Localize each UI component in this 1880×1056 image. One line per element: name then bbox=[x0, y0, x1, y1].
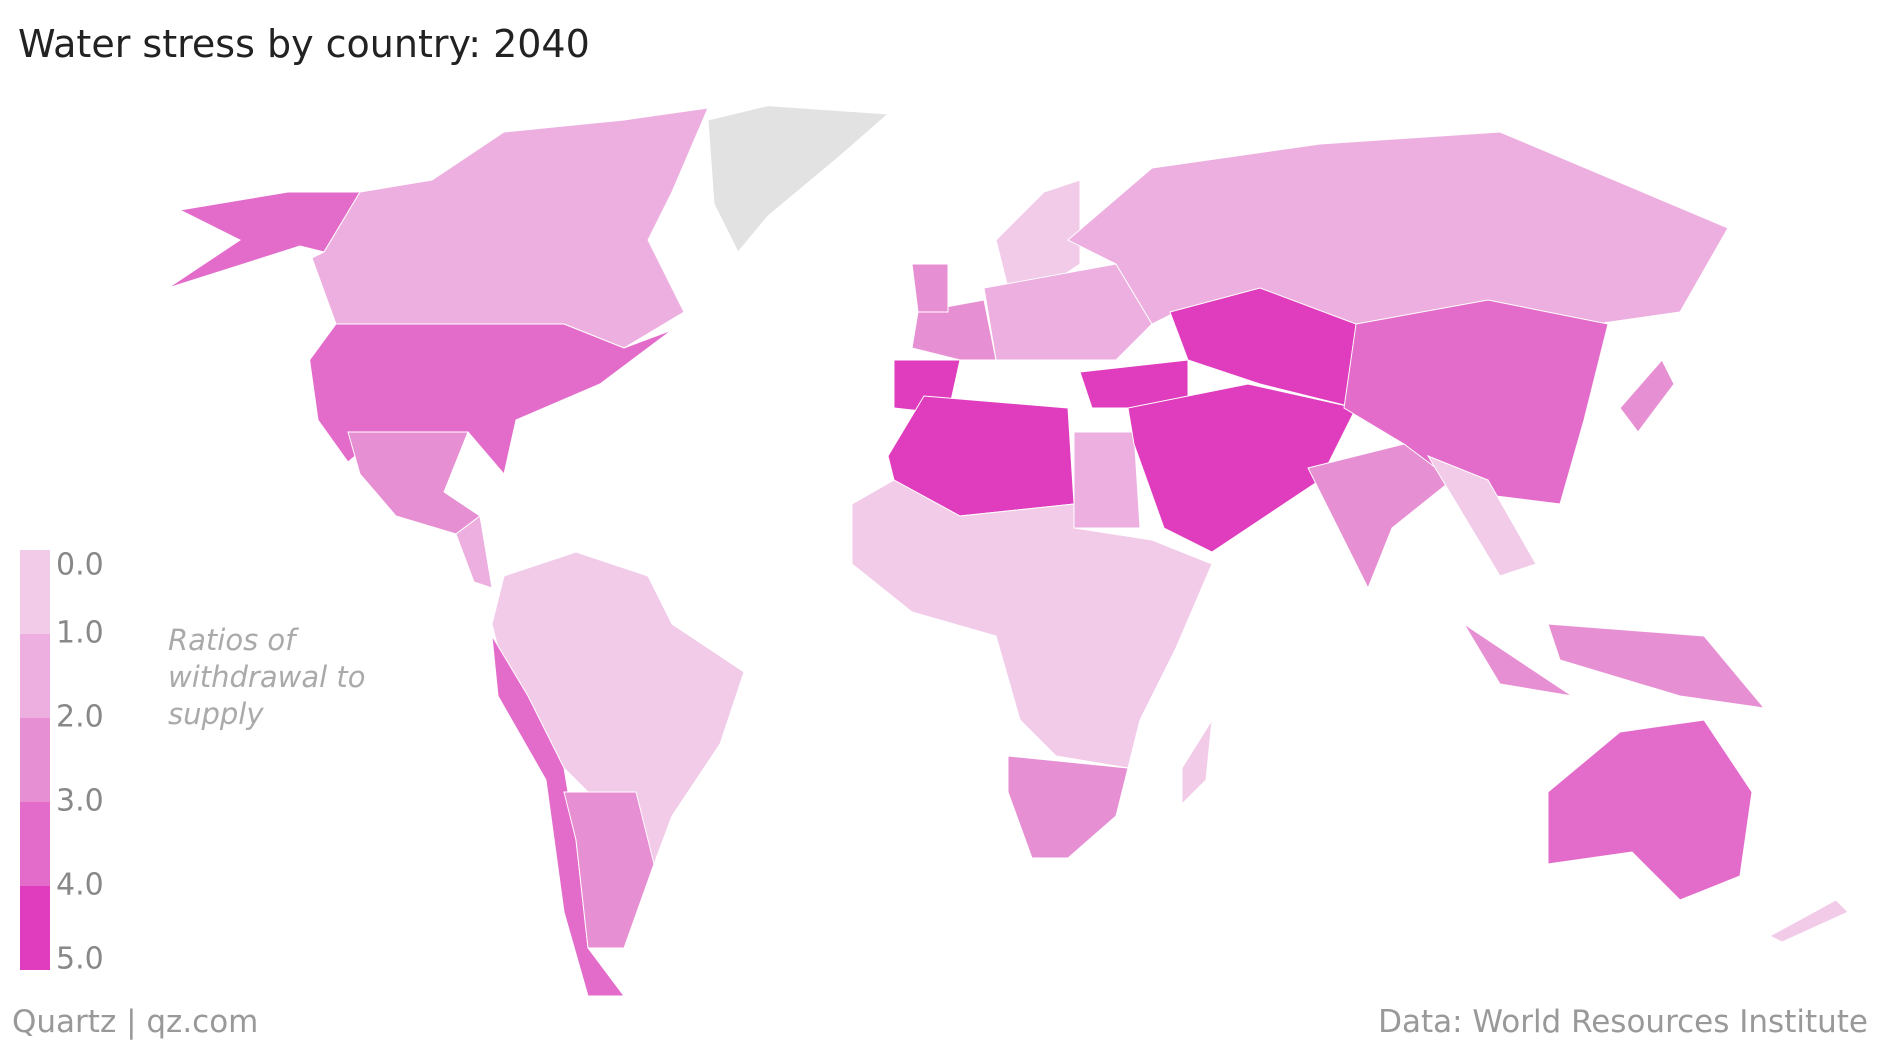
legend-swatch bbox=[20, 802, 50, 886]
country-region bbox=[1343, 299, 1609, 505]
source-right: Data: World Resources Institute bbox=[1378, 1004, 1868, 1040]
country-region bbox=[1181, 719, 1213, 806]
legend-swatch bbox=[20, 886, 50, 970]
country-region bbox=[911, 263, 949, 313]
country-region bbox=[983, 263, 1153, 361]
legend-tick-label: 1.0 bbox=[56, 616, 104, 651]
country-region bbox=[1547, 719, 1753, 901]
source-left: Quartz | qz.com bbox=[12, 1004, 259, 1040]
country-region bbox=[1547, 623, 1766, 709]
country-region bbox=[167, 191, 361, 289]
legend: 0.0 1.0 2.0 3.0 4.0 5.0 bbox=[20, 548, 104, 977]
country-region bbox=[1426, 455, 1537, 577]
legend-swatch bbox=[20, 550, 50, 634]
legend-tick-label: 2.0 bbox=[56, 700, 104, 735]
legend-tick-label: 4.0 bbox=[56, 868, 104, 903]
country-region bbox=[563, 791, 655, 949]
country-region bbox=[851, 479, 1213, 769]
legend-tick-label: 0.0 bbox=[56, 548, 104, 583]
country-region bbox=[1007, 755, 1129, 859]
country-region bbox=[309, 323, 673, 476]
country-region bbox=[311, 107, 709, 349]
legend-title: Ratios of withdrawal to supply bbox=[168, 623, 366, 731]
country-region bbox=[347, 431, 481, 535]
country-region bbox=[1307, 443, 1453, 590]
country-region bbox=[911, 299, 997, 361]
no-data-region bbox=[707, 105, 890, 253]
country-region bbox=[1463, 623, 1573, 697]
legend-swatch bbox=[20, 634, 50, 718]
country-region bbox=[1768, 899, 1849, 943]
legend-tick-label: 5.0 bbox=[56, 942, 104, 977]
country-region bbox=[455, 515, 493, 589]
country-region bbox=[1067, 131, 1729, 325]
chart-title: Water stress by country: 2040 bbox=[18, 22, 590, 66]
legend-tick-label: 3.0 bbox=[56, 784, 104, 819]
map bbox=[167, 105, 1849, 997]
country-region bbox=[1073, 431, 1141, 529]
legend-swatch bbox=[20, 718, 50, 802]
country-region bbox=[1127, 383, 1357, 553]
country-region bbox=[995, 179, 1081, 289]
country-region bbox=[491, 635, 625, 997]
country-region bbox=[1619, 359, 1675, 433]
